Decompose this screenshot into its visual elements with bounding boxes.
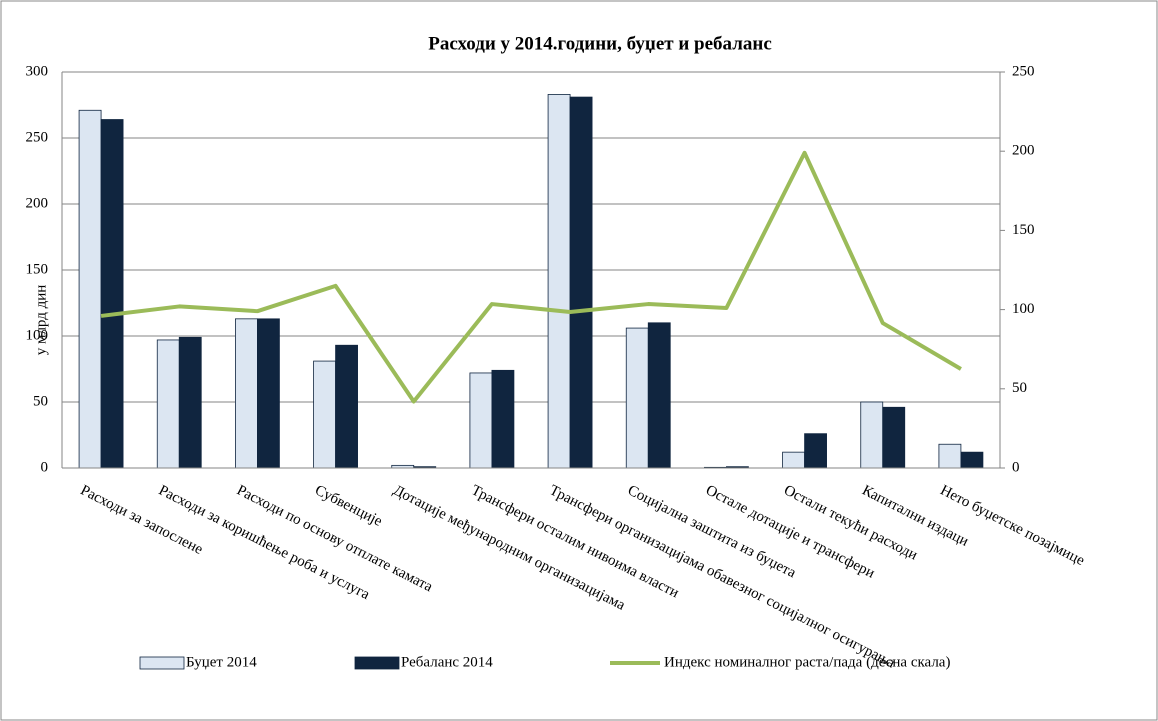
legend-swatch — [139, 656, 185, 670]
bar — [469, 372, 493, 469]
bar — [178, 336, 202, 469]
y2-tick-label: 0 — [1012, 459, 1020, 475]
y-tick-label: 150 — [26, 261, 49, 277]
y-tick-label: 200 — [26, 195, 49, 211]
chart-title: Расходи у 2014.години, буџет и ребаланс — [428, 33, 772, 54]
bar — [313, 360, 336, 469]
bar — [804, 433, 827, 469]
bar — [547, 94, 571, 469]
bar — [647, 322, 671, 469]
y-tick-label: 0 — [41, 459, 49, 475]
bar — [100, 119, 124, 469]
bar — [156, 339, 180, 469]
bar — [960, 451, 984, 469]
bar — [625, 327, 649, 469]
y-tick-label: 100 — [26, 327, 49, 343]
bar — [235, 318, 258, 469]
bar — [882, 406, 906, 469]
bar — [782, 451, 805, 469]
bar — [569, 96, 593, 469]
legend-swatch — [354, 656, 400, 670]
y-axis-label: у млрд дин — [33, 285, 49, 356]
legend-label: Индекс номиналног раста/пада (десна скал… — [664, 654, 950, 670]
bar — [860, 401, 884, 469]
y2-tick-label: 150 — [1012, 222, 1035, 238]
y2-tick-label: 100 — [1012, 301, 1035, 317]
bar — [335, 344, 358, 469]
bar — [938, 443, 962, 469]
y-tick-label: 50 — [33, 393, 48, 409]
bar — [78, 109, 102, 469]
index-line — [100, 150, 962, 404]
y-tick-label: 300 — [26, 63, 49, 79]
y2-tick-label: 50 — [1012, 380, 1027, 396]
y2-tick-label: 200 — [1012, 143, 1035, 159]
y-tick-label: 250 — [26, 129, 49, 145]
legend-label: Буџет 2014 — [186, 654, 257, 670]
bar — [257, 318, 280, 469]
bar — [491, 369, 515, 469]
legend-label: Ребаланс 2014 — [401, 654, 493, 670]
y2-tick-label: 250 — [1012, 63, 1035, 79]
